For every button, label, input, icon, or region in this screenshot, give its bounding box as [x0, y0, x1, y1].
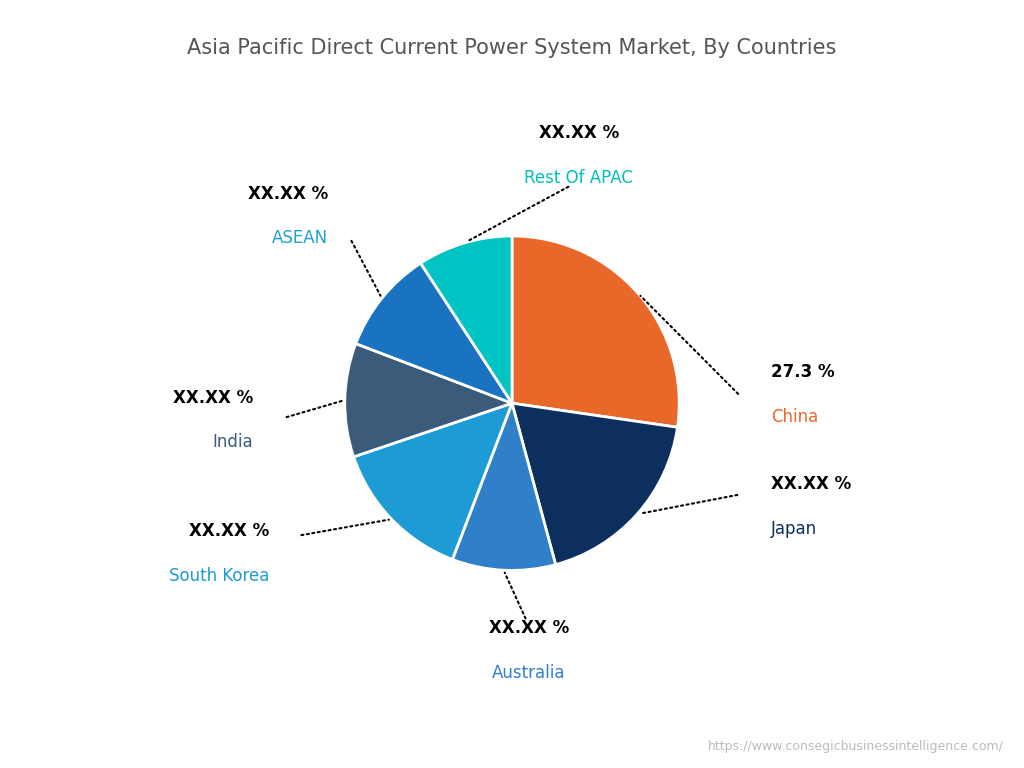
- Text: Rest Of APAC: Rest Of APAC: [524, 169, 633, 187]
- Text: XX.XX %: XX.XX %: [189, 522, 269, 541]
- Text: China: China: [771, 409, 818, 426]
- Text: XX.XX %: XX.XX %: [248, 184, 328, 203]
- Text: South Korea: South Korea: [169, 567, 269, 585]
- Wedge shape: [512, 236, 679, 427]
- Text: XX.XX %: XX.XX %: [488, 619, 569, 637]
- Text: 27.3 %: 27.3 %: [771, 363, 835, 382]
- Text: XX.XX %: XX.XX %: [173, 389, 253, 406]
- Text: Australia: Australia: [492, 664, 565, 682]
- Text: XX.XX %: XX.XX %: [539, 124, 620, 142]
- Text: India: India: [212, 433, 253, 452]
- Text: Japan: Japan: [771, 520, 817, 538]
- Wedge shape: [353, 403, 512, 559]
- Text: ASEAN: ASEAN: [272, 230, 328, 247]
- Wedge shape: [421, 236, 512, 403]
- Text: https://www.consegicbusinessintelligence.com/: https://www.consegicbusinessintelligence…: [708, 740, 1004, 753]
- Wedge shape: [345, 343, 512, 457]
- Wedge shape: [512, 403, 678, 564]
- Wedge shape: [453, 403, 556, 571]
- Text: Asia Pacific Direct Current Power System Market, By Countries: Asia Pacific Direct Current Power System…: [187, 38, 837, 58]
- Text: XX.XX %: XX.XX %: [771, 475, 851, 494]
- Wedge shape: [355, 263, 512, 403]
